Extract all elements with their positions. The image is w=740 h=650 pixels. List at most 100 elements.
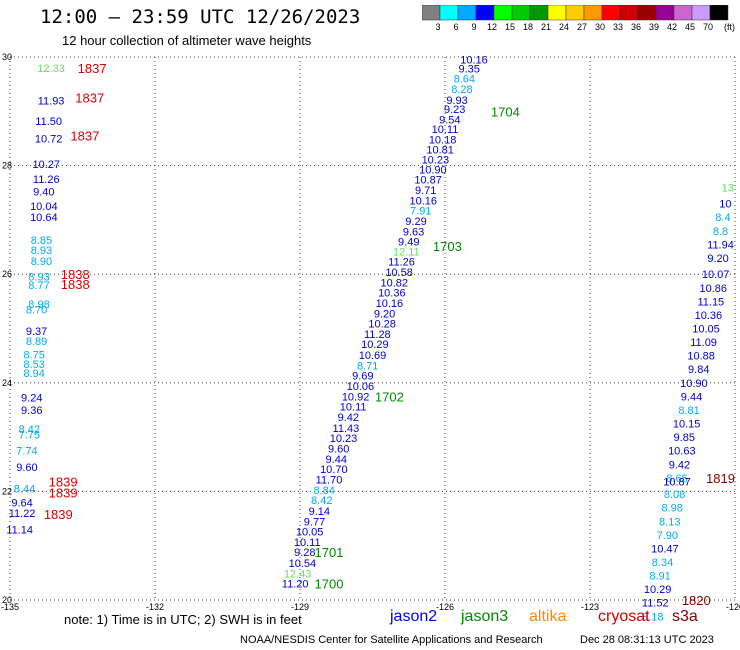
wave-height-label: 8.8 — [713, 226, 728, 238]
wave-height-label: 10.16 — [376, 298, 404, 310]
wave-height-label: 10.16 — [409, 195, 437, 207]
time-label: 1819 — [706, 471, 735, 486]
wave-height-label: 8.64 — [454, 74, 475, 86]
colorbar-tick-label: 33 — [613, 22, 623, 32]
wave-height-label: 10.88 — [687, 351, 715, 363]
wave-height-label: 10.04 — [30, 201, 58, 213]
colorbar-tick-label: 3 — [435, 22, 440, 32]
satellite-legend-jason2: jason2 — [390, 608, 438, 625]
footnote: note: 1) Time is in UTC; 2) SWH is in fe… — [64, 612, 302, 627]
grid — [9, 56, 736, 601]
wave-height-label: 11.28 — [364, 329, 391, 341]
wave-height-label: 8.98 — [661, 503, 682, 515]
y-tick-label: 28 — [2, 161, 12, 171]
wave-height-label: 8.28 — [451, 84, 472, 96]
wave-height-label: 10.28 — [368, 319, 396, 331]
wave-height-label: 8.4 — [715, 212, 730, 224]
wave-height-label: 11.94 — [707, 239, 734, 251]
wave-height-label: 8.65 — [666, 473, 687, 485]
wave-height-label: 10.29 — [644, 584, 672, 596]
wave-height-label: 11.20 — [282, 579, 309, 591]
wave-height-label: 12.11 — [393, 246, 420, 258]
colorbar-labels: 3 6 9 12 15 18 21 24 27 30 33 36 39 42 45 70 (ft) — [435, 22, 735, 32]
wave-height-label: 8.42 — [311, 495, 332, 507]
time-label: 1837 — [75, 91, 104, 106]
credit-text: NOAA/NESDIS Center for Satellite Applica… — [240, 634, 543, 646]
time-label: 1702 — [375, 389, 404, 404]
wave-height-label: 10.11 — [294, 537, 321, 549]
colorbar-tick-label: 42 — [667, 22, 677, 32]
wave-height-label: 8.42 — [19, 424, 40, 436]
time-labels: 1704 1703 1702 1701 1700 1837 1837 1837 18381838… — [44, 61, 735, 608]
wave-height-label: 9.93 — [446, 95, 467, 107]
wave-height-label: 10.06 — [347, 381, 375, 393]
wave-height-label: 8.77 — [28, 280, 49, 292]
satellite-legend-altika: altika — [529, 608, 567, 625]
wave-height-label: 10.87 — [663, 477, 691, 489]
wave-height-label: 9.54 — [439, 114, 460, 126]
colorbar — [422, 5, 729, 21]
time-label: 1838 — [61, 267, 90, 282]
wave-height-label: 11.15 — [697, 296, 724, 308]
wave-height-label: 8.34 — [652, 557, 673, 569]
time-label: 1839 — [49, 485, 78, 500]
time-label: 1700 — [315, 577, 344, 592]
wave-height-label: 8.81 — [678, 405, 699, 417]
wave-height-label: 8.75 — [23, 350, 44, 362]
y-tick-label: 26 — [2, 269, 12, 279]
wave-height-label: 10.05 — [692, 324, 720, 336]
y-tick-label: 22 — [2, 486, 12, 496]
x-tick-label: -120 — [726, 602, 740, 612]
wave-height-label: 8.71 — [357, 360, 378, 372]
wave-height-label: 7.91 — [410, 206, 431, 218]
wave-height-label: 10.11 — [340, 402, 367, 414]
wave-height-values: 10.169.358.648.289.939.239.5410.1110.181… — [6, 55, 734, 624]
y-tick-label: 24 — [2, 378, 12, 388]
wave-height-label: 9.71 — [415, 185, 436, 197]
time-label: 1837 — [78, 61, 107, 76]
wave-height-label: 9.85 — [674, 432, 695, 444]
wave-height-label: 8.85 — [31, 235, 52, 247]
colorbar-tick-label: 9 — [471, 22, 476, 32]
wave-height-label: 10.58 — [385, 267, 413, 279]
wave-height-label: 8.93 — [31, 245, 52, 257]
time-label: 1838 — [61, 277, 90, 292]
wave-height-label: 11.43 — [333, 423, 360, 435]
wave-height-label: 9.42 — [338, 412, 359, 424]
wave-height-label: 8.94 — [23, 368, 44, 380]
wave-height-label: 8.70 — [26, 304, 47, 316]
wave-height-label: 10.47 — [651, 543, 679, 555]
wave-height-label: 8.18 — [642, 611, 663, 623]
wave-height-label: 10.64 — [30, 212, 58, 224]
wave-height-label: 9.14 — [309, 506, 330, 518]
wave-height-label: 11.52 — [642, 598, 669, 610]
satellite-legend-jason3: jason3 — [461, 608, 509, 625]
wave-height-label: 10 — [719, 199, 731, 211]
colorbar-tick-label: 15 — [505, 22, 515, 32]
wave-height-label: 10.92 — [342, 391, 370, 403]
colorbar-swatch — [709, 5, 729, 21]
wave-height-label: 10.36 — [378, 288, 406, 300]
wave-height-label: 10.82 — [380, 277, 408, 289]
time-label: 1839 — [44, 507, 73, 522]
wave-height-label: 10.27 — [32, 159, 60, 171]
wave-height-label: 9.60 — [328, 444, 349, 456]
colorbar-tick-label: 39 — [649, 22, 659, 32]
wave-height-label: 8.44 — [14, 484, 35, 496]
wave-height-label: 9.49 — [398, 237, 419, 249]
wave-height-label: 10.36 — [695, 310, 723, 322]
wave-height-label: 12.43 — [284, 568, 312, 580]
wave-height-label: 9.40 — [33, 187, 54, 199]
chart-title: 12:00 — 23:59 UTC 12/26/2023 — [40, 6, 361, 28]
wave-height-label: 8.91 — [649, 571, 670, 583]
wave-height-label: 9.42 — [669, 459, 690, 471]
time-label: 1704 — [491, 104, 520, 119]
wave-height-label: 9.69 — [352, 371, 373, 383]
axis-ticks: -135 -132 -129 -126 -123 -120 20 22 24 26 28 30 — [1, 52, 740, 612]
wave-height-label: 8.90 — [31, 256, 52, 268]
wave-height-label: 10.11 — [432, 124, 459, 136]
x-tick-label: -135 — [1, 602, 19, 612]
wave-height-label: 8.53 — [23, 359, 44, 371]
colorbar-tick-label: 21 — [541, 22, 551, 32]
